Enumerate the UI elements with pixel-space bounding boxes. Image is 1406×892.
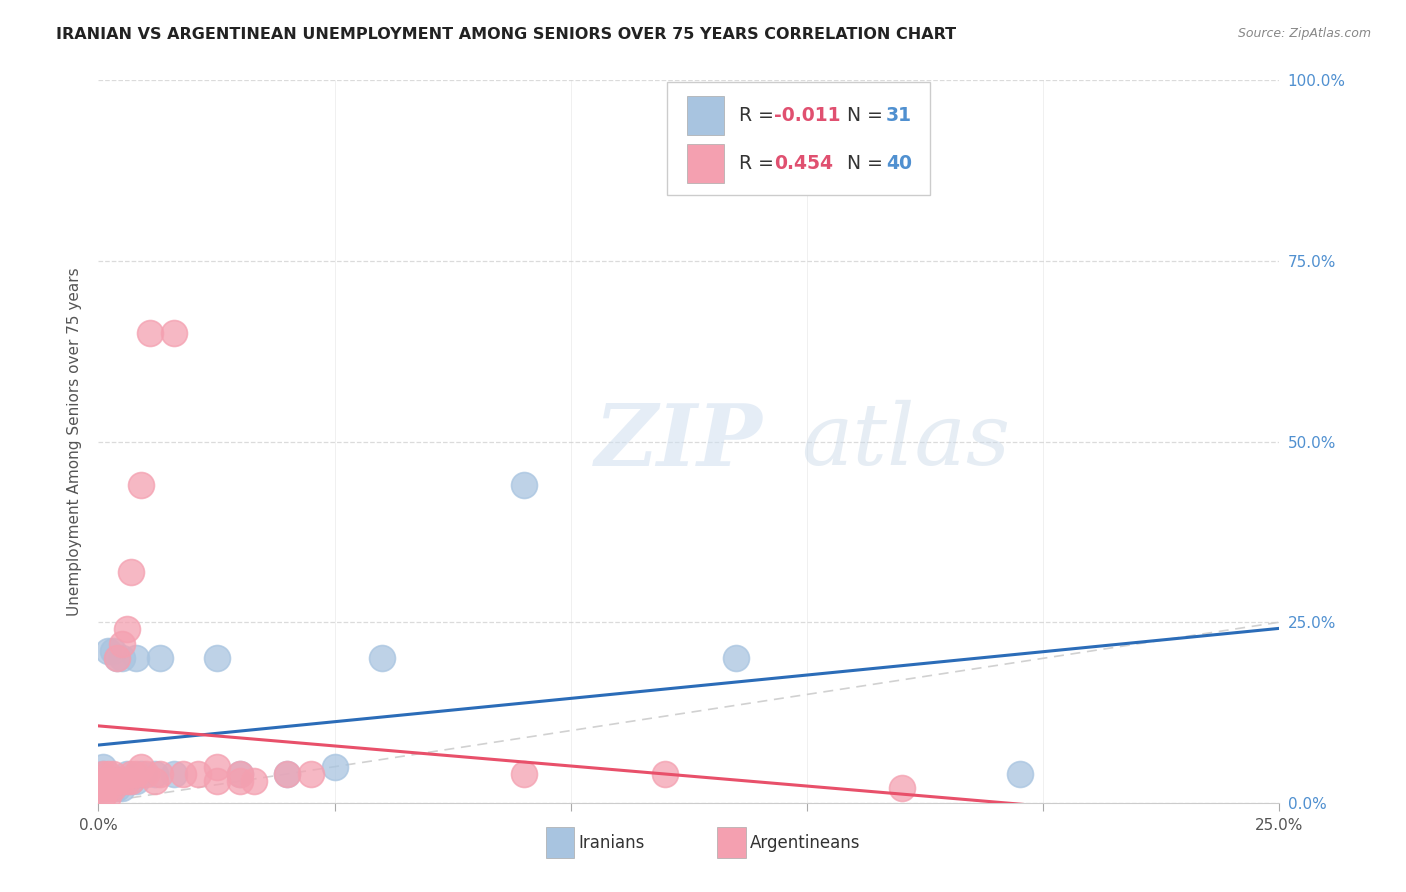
Text: Source: ZipAtlas.com: Source: ZipAtlas.com <box>1237 27 1371 40</box>
Text: 0.454: 0.454 <box>773 153 832 173</box>
Point <box>111 774 134 789</box>
Point <box>105 781 128 796</box>
Point <box>125 767 148 781</box>
Point <box>125 774 148 789</box>
Point <box>129 760 152 774</box>
Point <box>97 774 120 789</box>
Point <box>101 767 124 781</box>
Point <box>91 767 114 781</box>
Point <box>129 478 152 492</box>
Point <box>172 767 194 781</box>
Point <box>121 774 143 789</box>
Text: -0.011: -0.011 <box>773 106 841 125</box>
Point <box>105 774 128 789</box>
Point <box>97 767 120 781</box>
Text: N =: N = <box>848 153 889 173</box>
Point <box>143 774 166 789</box>
Point <box>97 774 120 789</box>
Point <box>115 623 138 637</box>
Point <box>97 789 120 803</box>
Point <box>105 651 128 665</box>
Point <box>97 644 120 658</box>
Point <box>725 651 748 665</box>
Point <box>139 326 162 340</box>
Point <box>205 774 228 789</box>
Point <box>91 781 114 796</box>
Point <box>125 651 148 665</box>
Point <box>111 651 134 665</box>
Y-axis label: Unemployment Among Seniors over 75 years: Unemployment Among Seniors over 75 years <box>67 268 83 615</box>
Point <box>229 767 252 781</box>
Point <box>91 774 114 789</box>
Point <box>163 767 186 781</box>
Point <box>205 760 228 774</box>
Point <box>101 774 124 789</box>
Point <box>229 767 252 781</box>
Point <box>149 651 172 665</box>
Point <box>111 637 134 651</box>
Text: Argentineans: Argentineans <box>751 833 860 852</box>
Point <box>323 760 346 774</box>
Point <box>111 774 134 789</box>
Point <box>143 767 166 781</box>
Point <box>121 774 143 789</box>
Point <box>101 774 124 789</box>
Point <box>371 651 394 665</box>
Point <box>654 767 676 781</box>
FancyBboxPatch shape <box>686 144 724 183</box>
Point <box>121 767 143 781</box>
Point <box>121 565 143 579</box>
FancyBboxPatch shape <box>546 828 575 858</box>
Point <box>91 781 114 796</box>
Point <box>149 767 172 781</box>
Text: IRANIAN VS ARGENTINEAN UNEMPLOYMENT AMONG SENIORS OVER 75 YEARS CORRELATION CHAR: IRANIAN VS ARGENTINEAN UNEMPLOYMENT AMON… <box>56 27 956 42</box>
Point <box>129 767 152 781</box>
Point <box>512 478 534 492</box>
Point <box>115 767 138 781</box>
Point <box>276 767 298 781</box>
Text: 31: 31 <box>886 106 912 125</box>
Point <box>91 760 114 774</box>
Point <box>101 644 124 658</box>
Text: 40: 40 <box>886 153 912 173</box>
Point <box>97 781 120 796</box>
Point <box>97 781 120 796</box>
Text: atlas: atlas <box>801 401 1011 483</box>
Point <box>91 789 114 803</box>
Point <box>91 767 114 781</box>
Point <box>101 781 124 796</box>
Point <box>512 767 534 781</box>
Point <box>105 651 128 665</box>
Point <box>276 767 298 781</box>
Point <box>187 767 209 781</box>
FancyBboxPatch shape <box>717 828 745 858</box>
Point <box>299 767 322 781</box>
Text: Iranians: Iranians <box>578 833 644 852</box>
FancyBboxPatch shape <box>686 96 724 136</box>
Point <box>1008 767 1031 781</box>
Text: N =: N = <box>848 106 889 125</box>
Point <box>101 781 124 796</box>
FancyBboxPatch shape <box>666 82 929 195</box>
Point <box>229 774 252 789</box>
Text: ZIP: ZIP <box>595 400 762 483</box>
Point <box>135 767 157 781</box>
Point <box>890 781 912 796</box>
Point <box>243 774 266 789</box>
Point <box>111 781 134 796</box>
Point <box>91 774 114 789</box>
Point <box>115 774 138 789</box>
Text: R =: R = <box>738 106 779 125</box>
Text: R =: R = <box>738 153 779 173</box>
Point <box>205 651 228 665</box>
Point <box>163 326 186 340</box>
